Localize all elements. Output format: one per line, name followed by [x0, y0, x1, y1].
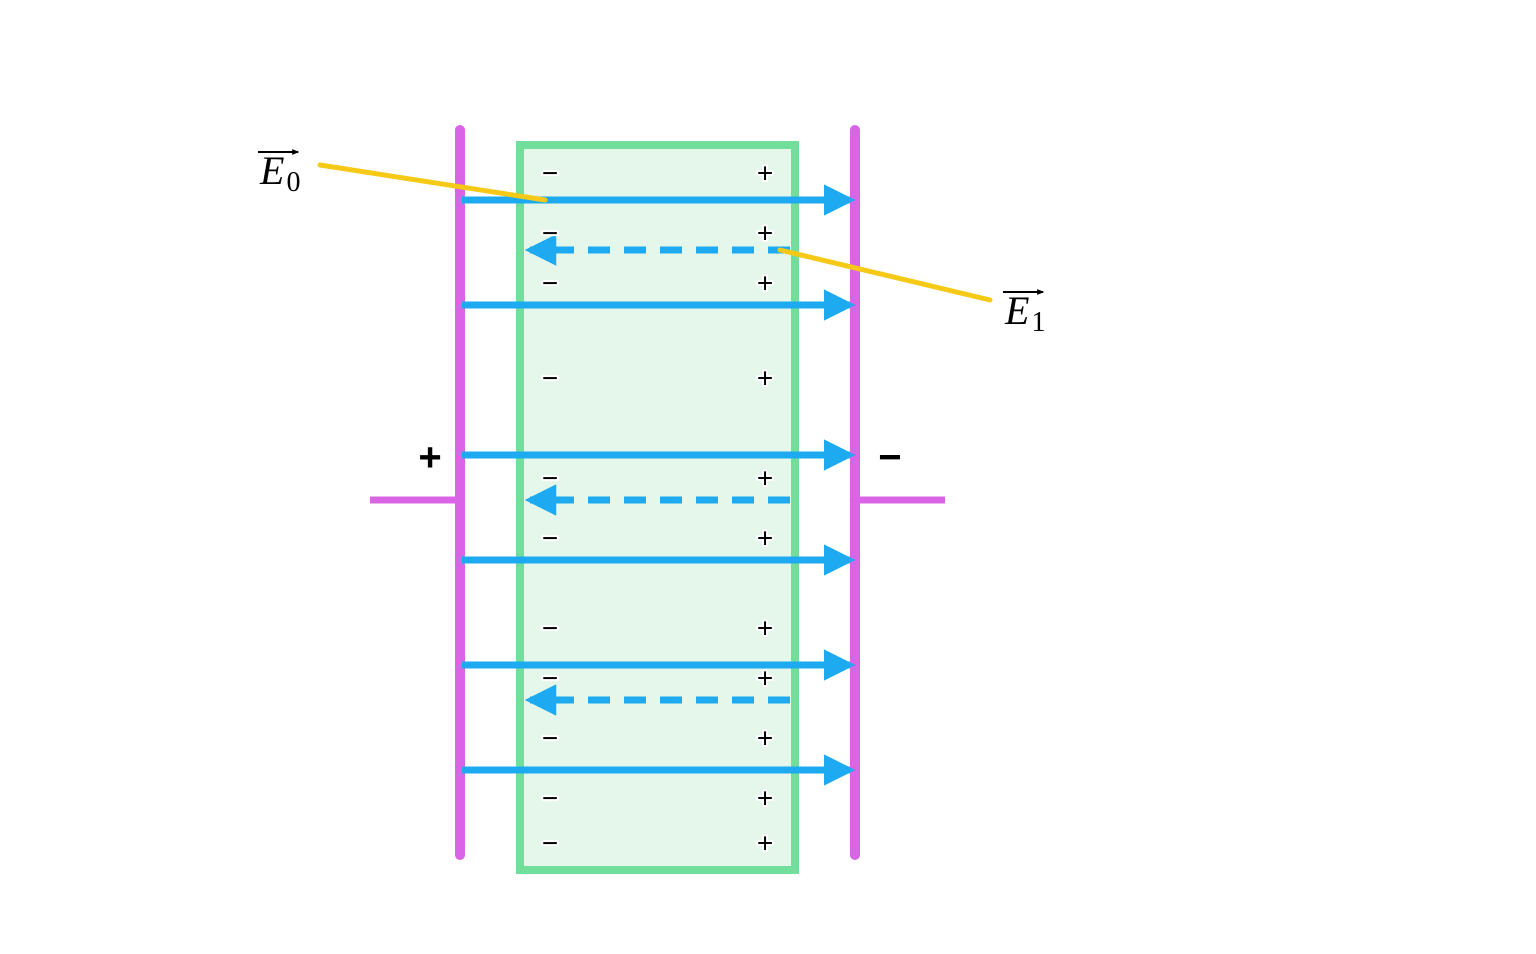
induced-charge-positive: +	[757, 827, 773, 858]
label-e0: E0	[258, 148, 300, 198]
induced-charge-positive: +	[757, 217, 773, 248]
plate-sign-positive: +	[418, 436, 441, 480]
plate-sign-negative: −	[878, 436, 901, 480]
induced-charge-positive: +	[757, 722, 773, 753]
induced-charge-positive: +	[757, 612, 773, 643]
label-e1: E1	[1003, 288, 1045, 338]
induced-charge-positive: +	[757, 782, 773, 813]
pointer-e0	[320, 165, 545, 200]
induced-charge-negative: −	[542, 462, 558, 493]
dielectric-slab	[520, 145, 795, 870]
induced-charge-negative: −	[542, 217, 558, 248]
induced-charge-negative: −	[542, 267, 558, 298]
induced-charge-negative: −	[542, 522, 558, 553]
induced-charge-positive: +	[757, 462, 773, 493]
induced-charge-negative: −	[542, 662, 558, 693]
induced-charge-negative: −	[542, 782, 558, 813]
label-e0-text: E0	[259, 148, 300, 198]
induced-charge-positive: +	[757, 662, 773, 693]
induced-charge-negative: −	[542, 157, 558, 188]
pointer-e1	[780, 250, 990, 300]
induced-charge-positive: +	[757, 522, 773, 553]
induced-charge-negative: −	[542, 362, 558, 393]
capacitor-dielectric-diagram: − + − + − + − + − + − + − + − + − + − + − + + − E0 E1	[0, 0, 1536, 954]
induced-charge-negative: −	[542, 612, 558, 643]
induced-charge-positive: +	[757, 267, 773, 298]
induced-charge-negative: −	[542, 722, 558, 753]
induced-charge-positive: +	[757, 157, 773, 188]
induced-charge-positive: +	[757, 362, 773, 393]
label-e1-text: E1	[1004, 288, 1045, 338]
induced-charge-negative: −	[542, 827, 558, 858]
